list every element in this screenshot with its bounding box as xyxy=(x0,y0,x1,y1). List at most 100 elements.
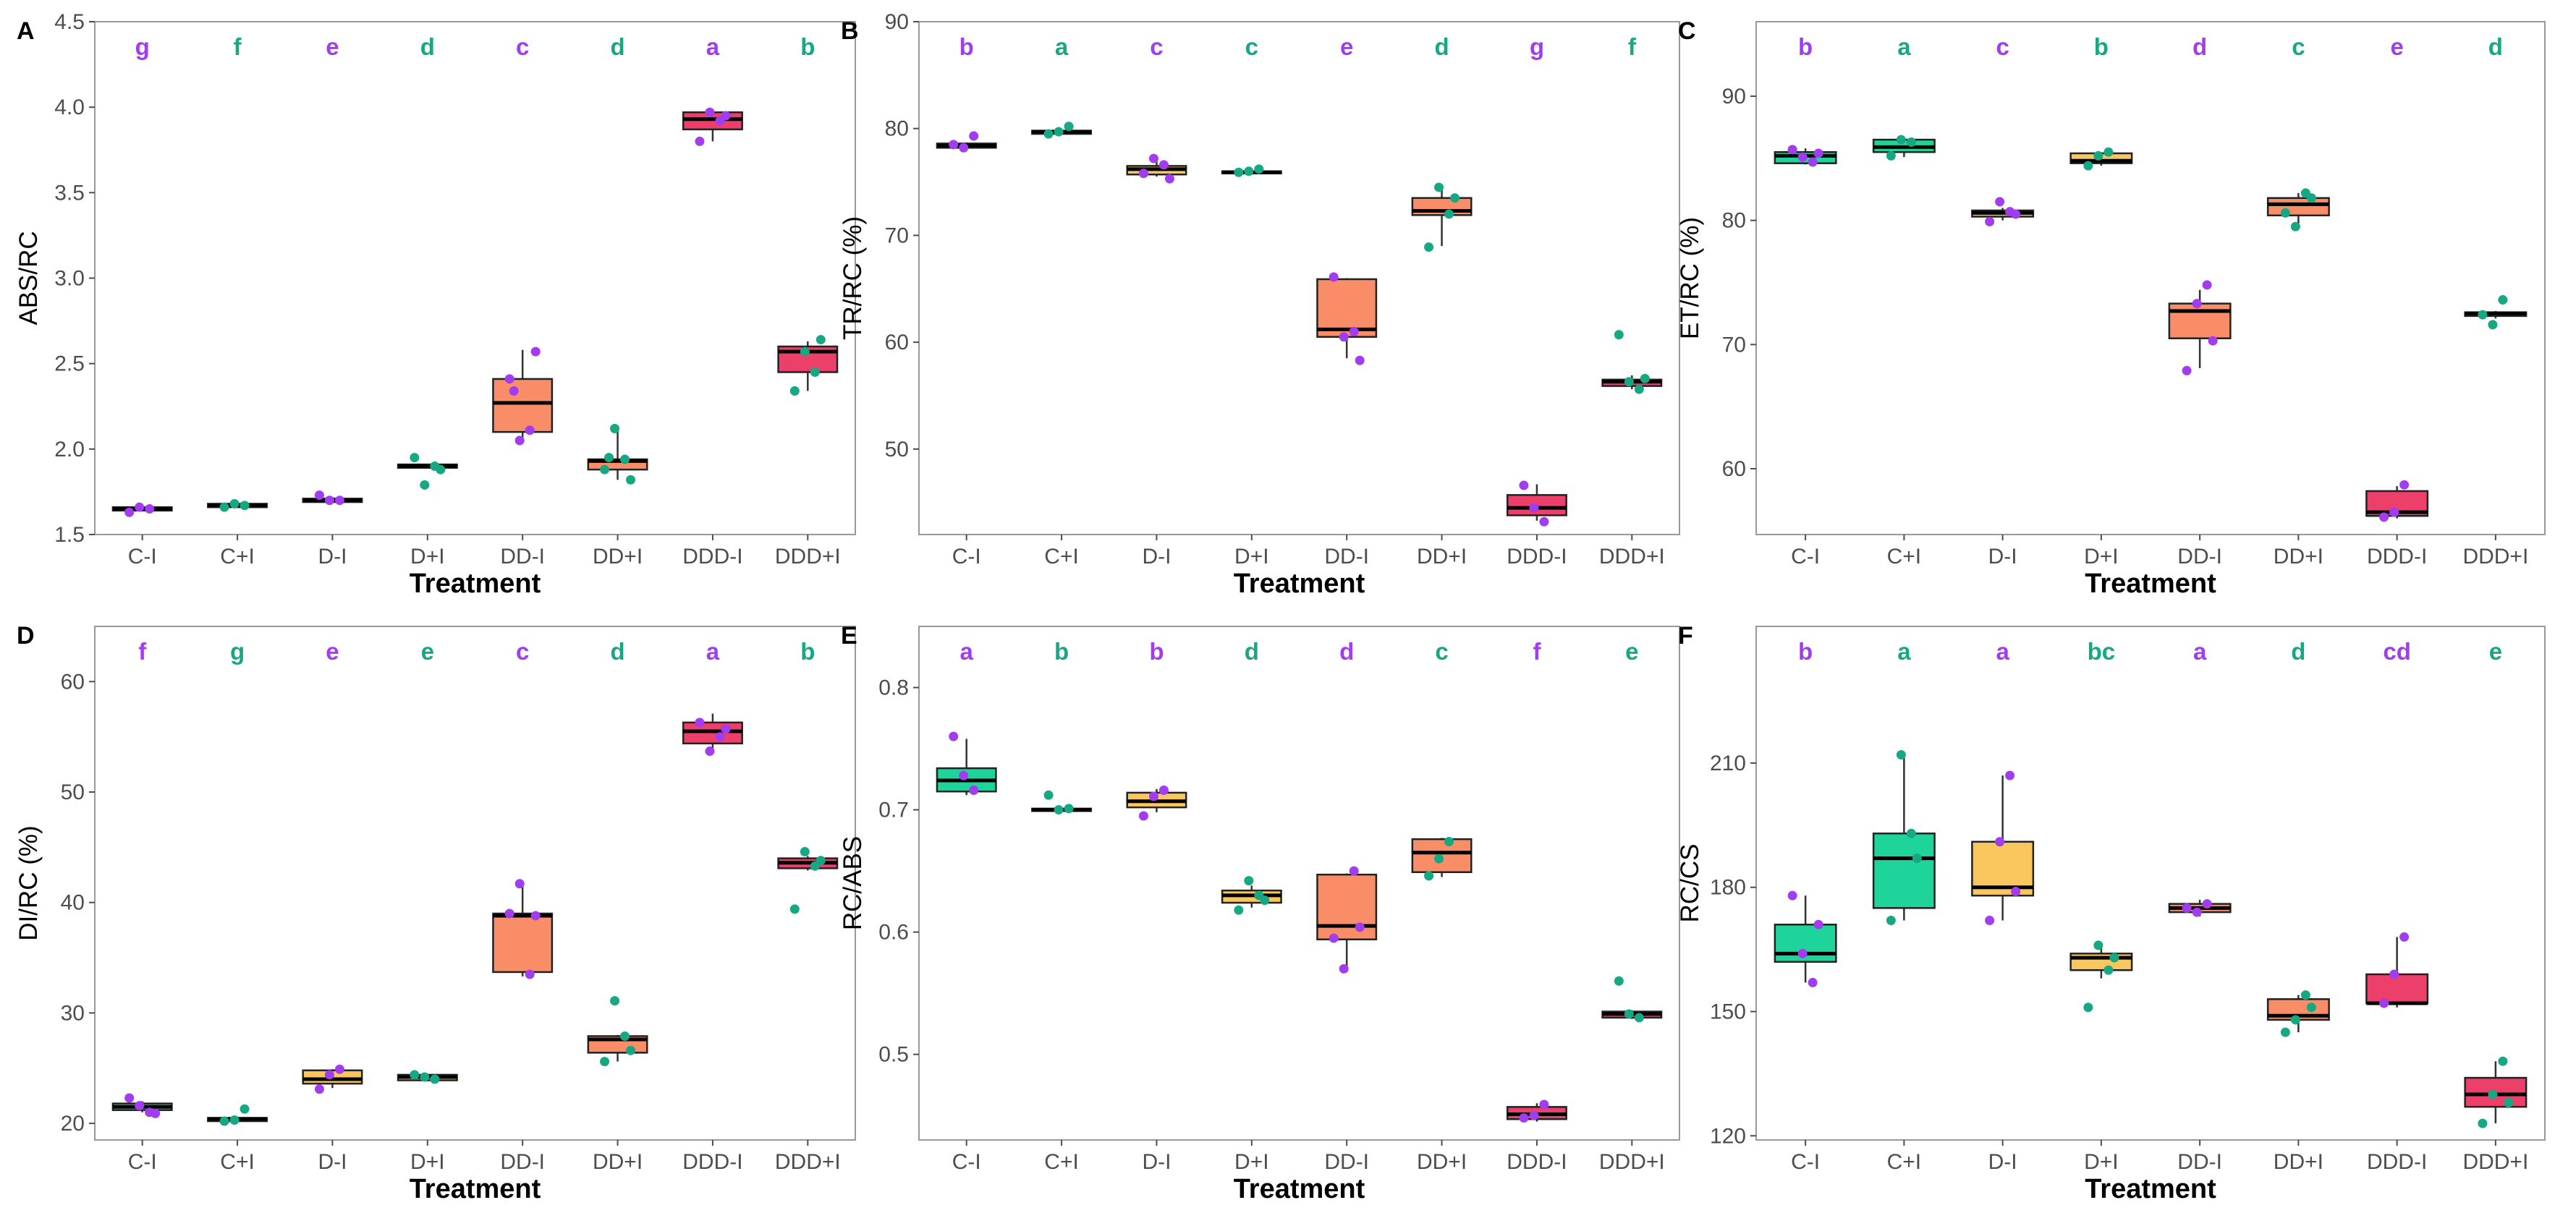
x-tick-label: DD-I xyxy=(2177,1150,2222,1174)
x-tick-label: D-I xyxy=(318,1150,347,1174)
data-point xyxy=(2280,1027,2290,1037)
y-tick-label: 4.5 xyxy=(54,10,85,34)
data-point xyxy=(314,1084,324,1094)
y-tick-label: 60 xyxy=(1722,457,1746,481)
y-tick-label: 50 xyxy=(61,780,85,804)
x-tick-label: DDD+I xyxy=(775,545,841,569)
data-point xyxy=(430,1074,440,1084)
data-point xyxy=(1519,480,1529,490)
data-point xyxy=(2300,990,2310,1000)
significance-letter: g xyxy=(135,33,150,60)
significance-letter: e xyxy=(2489,638,2502,665)
data-point xyxy=(525,425,535,435)
box xyxy=(492,378,554,433)
data-point xyxy=(2280,208,2290,218)
y-axis-title: ET/RC (%) xyxy=(1676,217,1704,339)
data-point xyxy=(145,504,155,514)
box xyxy=(2266,197,2330,217)
data-point xyxy=(959,142,969,153)
significance-letter: a xyxy=(706,33,720,60)
x-tick-label: DDD-I xyxy=(682,545,742,569)
data-point xyxy=(2192,299,2202,309)
data-point xyxy=(2011,886,2021,896)
x-tick-label: C-I xyxy=(952,1150,981,1174)
data-point xyxy=(1064,804,1074,814)
data-point xyxy=(2478,1118,2488,1128)
significance-letter: f xyxy=(1628,33,1637,60)
data-point xyxy=(610,996,620,1006)
data-point xyxy=(124,507,135,517)
data-point xyxy=(1355,922,1365,932)
significance-letter: e xyxy=(1340,33,1353,60)
x-tick-label: C-I xyxy=(952,545,981,569)
significance-letter: d xyxy=(2488,33,2503,60)
data-point xyxy=(600,1057,610,1067)
significance-letter: b xyxy=(959,33,974,60)
data-point xyxy=(2290,221,2300,231)
data-point xyxy=(2202,899,2212,909)
x-tick-label: C+I xyxy=(1044,1150,1079,1174)
y-tick-label: 30 xyxy=(61,1001,85,1025)
data-point xyxy=(1424,871,1434,881)
data-point xyxy=(620,1031,630,1041)
x-tick-label: D-I xyxy=(1988,545,2017,569)
panel-f: F 120 150 180 210 C-I C+I D-I D+I DD-I DD+I DDD-I DD… xyxy=(1676,622,2546,1204)
data-point xyxy=(1444,837,1454,847)
data-point xyxy=(1244,876,1254,886)
data-point xyxy=(695,136,705,146)
data-point xyxy=(2208,336,2218,346)
box xyxy=(1872,833,1936,909)
data-point xyxy=(1234,167,1244,177)
significance-letter: b xyxy=(1149,638,1164,665)
data-point xyxy=(626,474,636,485)
data-point xyxy=(1906,828,1916,838)
y-tick-label: 50 xyxy=(885,438,909,461)
box xyxy=(2168,302,2232,340)
x-tick-label: DD+I xyxy=(1417,1150,1467,1174)
significance-letter: a xyxy=(960,638,974,665)
data-point xyxy=(324,495,334,506)
data-point xyxy=(530,346,541,357)
data-point xyxy=(1634,384,1644,394)
data-point xyxy=(600,464,610,474)
y-tick-label: 0.8 xyxy=(878,676,909,700)
significance-letter: d xyxy=(2291,638,2305,665)
x-tick-label: DD+I xyxy=(593,1150,643,1174)
data-point xyxy=(705,746,715,757)
significance-letter: c xyxy=(1245,33,1258,60)
plot-frame xyxy=(94,21,856,535)
data-point xyxy=(1260,895,1270,906)
y-tick-label: 0.7 xyxy=(878,799,909,822)
x-tick-label: DD+I xyxy=(2274,545,2323,569)
data-point xyxy=(514,879,525,889)
y-tick-label: 80 xyxy=(885,117,909,141)
x-tick-label: D-I xyxy=(1142,545,1171,569)
significance-letter: d xyxy=(1434,33,1449,60)
data-point xyxy=(2083,161,2093,171)
x-axis-title: Treatment xyxy=(410,1174,541,1204)
y-tick-label: 3.0 xyxy=(54,267,85,291)
x-tick-label: DDD+I xyxy=(1599,545,1665,569)
significance-letter: d xyxy=(610,638,624,665)
data-point xyxy=(1424,242,1434,252)
y-axis-title: RC/CS xyxy=(1676,844,1704,923)
x-tick-label: DD-I xyxy=(500,1150,545,1174)
x-tick-label: C-I xyxy=(1791,1150,1820,1174)
data-point xyxy=(626,1045,636,1055)
data-point xyxy=(2399,932,2410,942)
y-tick-label: 4.0 xyxy=(54,95,85,119)
data-point xyxy=(721,724,731,734)
x-tick-label: C-I xyxy=(1791,545,1820,569)
data-point xyxy=(1244,166,1254,176)
y-tick-label: 210 xyxy=(1710,752,1746,775)
x-tick-label: C+I xyxy=(220,545,255,569)
data-point xyxy=(789,386,800,396)
data-point xyxy=(1624,1009,1634,1019)
y-tick-label: 60 xyxy=(885,331,909,354)
x-tick-label: D+I xyxy=(2084,545,2119,569)
y-tick-label: 80 xyxy=(1722,209,1746,233)
data-point xyxy=(1995,197,2005,207)
significance-letter: b xyxy=(800,33,815,60)
data-point xyxy=(1254,164,1264,174)
